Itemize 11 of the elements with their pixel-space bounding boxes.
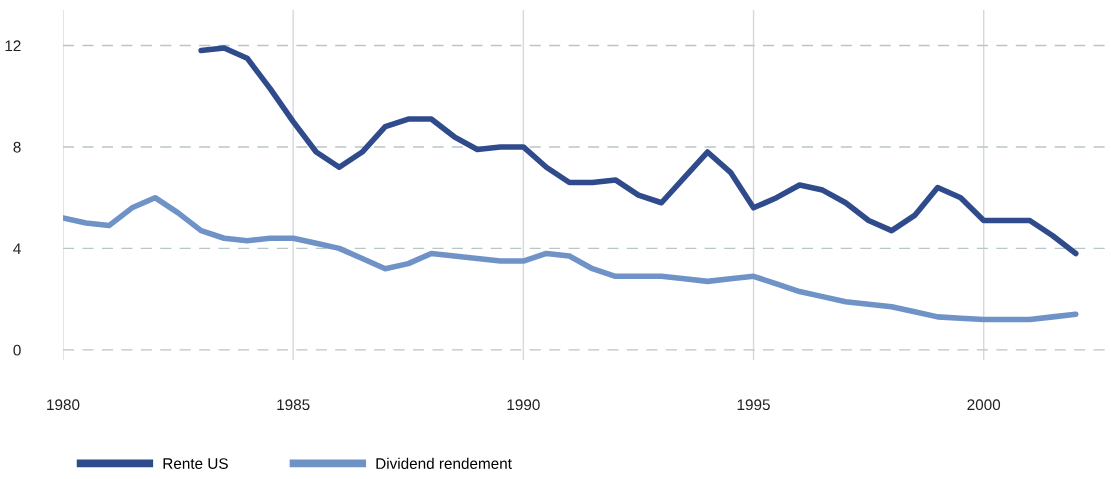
- y-tick-label: 12: [5, 40, 21, 52]
- x-tick-label: 1985: [277, 399, 310, 411]
- y-tick-label: 0: [13, 344, 21, 356]
- y-tick-label: 4: [13, 243, 21, 254]
- legend-label: Rente US: [163, 458, 228, 469]
- y-tick-label: 8: [13, 141, 21, 153]
- legend-label: Dividend rendement: [376, 457, 512, 469]
- x-tick-label: 1990: [507, 399, 540, 411]
- x-tick-label: 2000: [967, 399, 1001, 411]
- x-tick-label: 1980: [47, 399, 80, 411]
- x-tick-label: 1995: [737, 399, 770, 411]
